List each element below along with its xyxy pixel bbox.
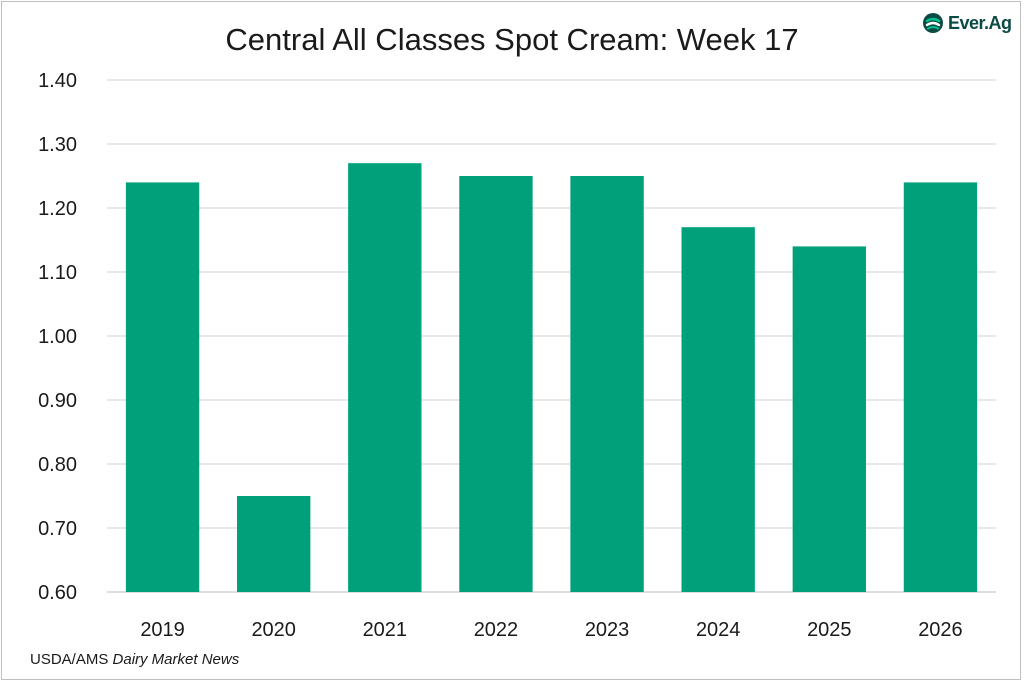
y-tick-label: 0.60 [38,582,77,604]
x-tick-label: 2026 [918,619,963,641]
x-tick-label: 2019 [140,619,185,641]
y-tick-label: 1.20 [38,198,77,220]
ever-ag-logo-icon [923,13,943,33]
x-tick-label: 2022 [474,619,519,641]
x-tick-label: 2020 [251,619,296,641]
source-prefix: USDA/AMS [30,651,113,668]
chart-title: Central All Classes Spot Cream: Week 17 [225,22,799,57]
bar-2025 [792,246,866,592]
brand-logo-text: Ever.Ag [948,12,1012,33]
x-tick-label: 2024 [696,619,741,641]
x-tick-label: 2021 [363,619,408,641]
y-tick-label: 0.90 [38,390,77,412]
bar-2026 [903,182,978,592]
y-tick-label: 1.10 [38,262,77,284]
bar-2019 [125,182,200,592]
y-axis-tick-labels: 0.60 0.70 0.80 0.90 1.00 1.10 1.20 1.30 1.40 [38,70,77,604]
y-tick-label: 0.80 [38,454,77,476]
x-axis-tick-labels: 2019 2020 2021 2022 2023 2024 2025 2026 [140,619,962,641]
bar-2023 [570,176,644,592]
y-tick-label: 1.40 [38,70,77,92]
x-tick-label: 2025 [807,619,852,641]
bar-2020 [237,496,311,592]
y-tick-label: 0.70 [38,518,77,540]
bar-2021 [348,163,422,592]
bar-2022 [459,176,533,592]
source-note: USDA/AMS Dairy Market News [30,651,239,668]
y-tick-label: 1.30 [38,134,77,156]
x-tick-label: 2023 [585,619,630,641]
bars [125,163,978,592]
brand-logo: Ever.Ag [922,12,1012,34]
y-tick-label: 1.00 [38,326,77,348]
bar-2024 [681,227,755,592]
source-publication: Dairy Market News [112,651,240,668]
